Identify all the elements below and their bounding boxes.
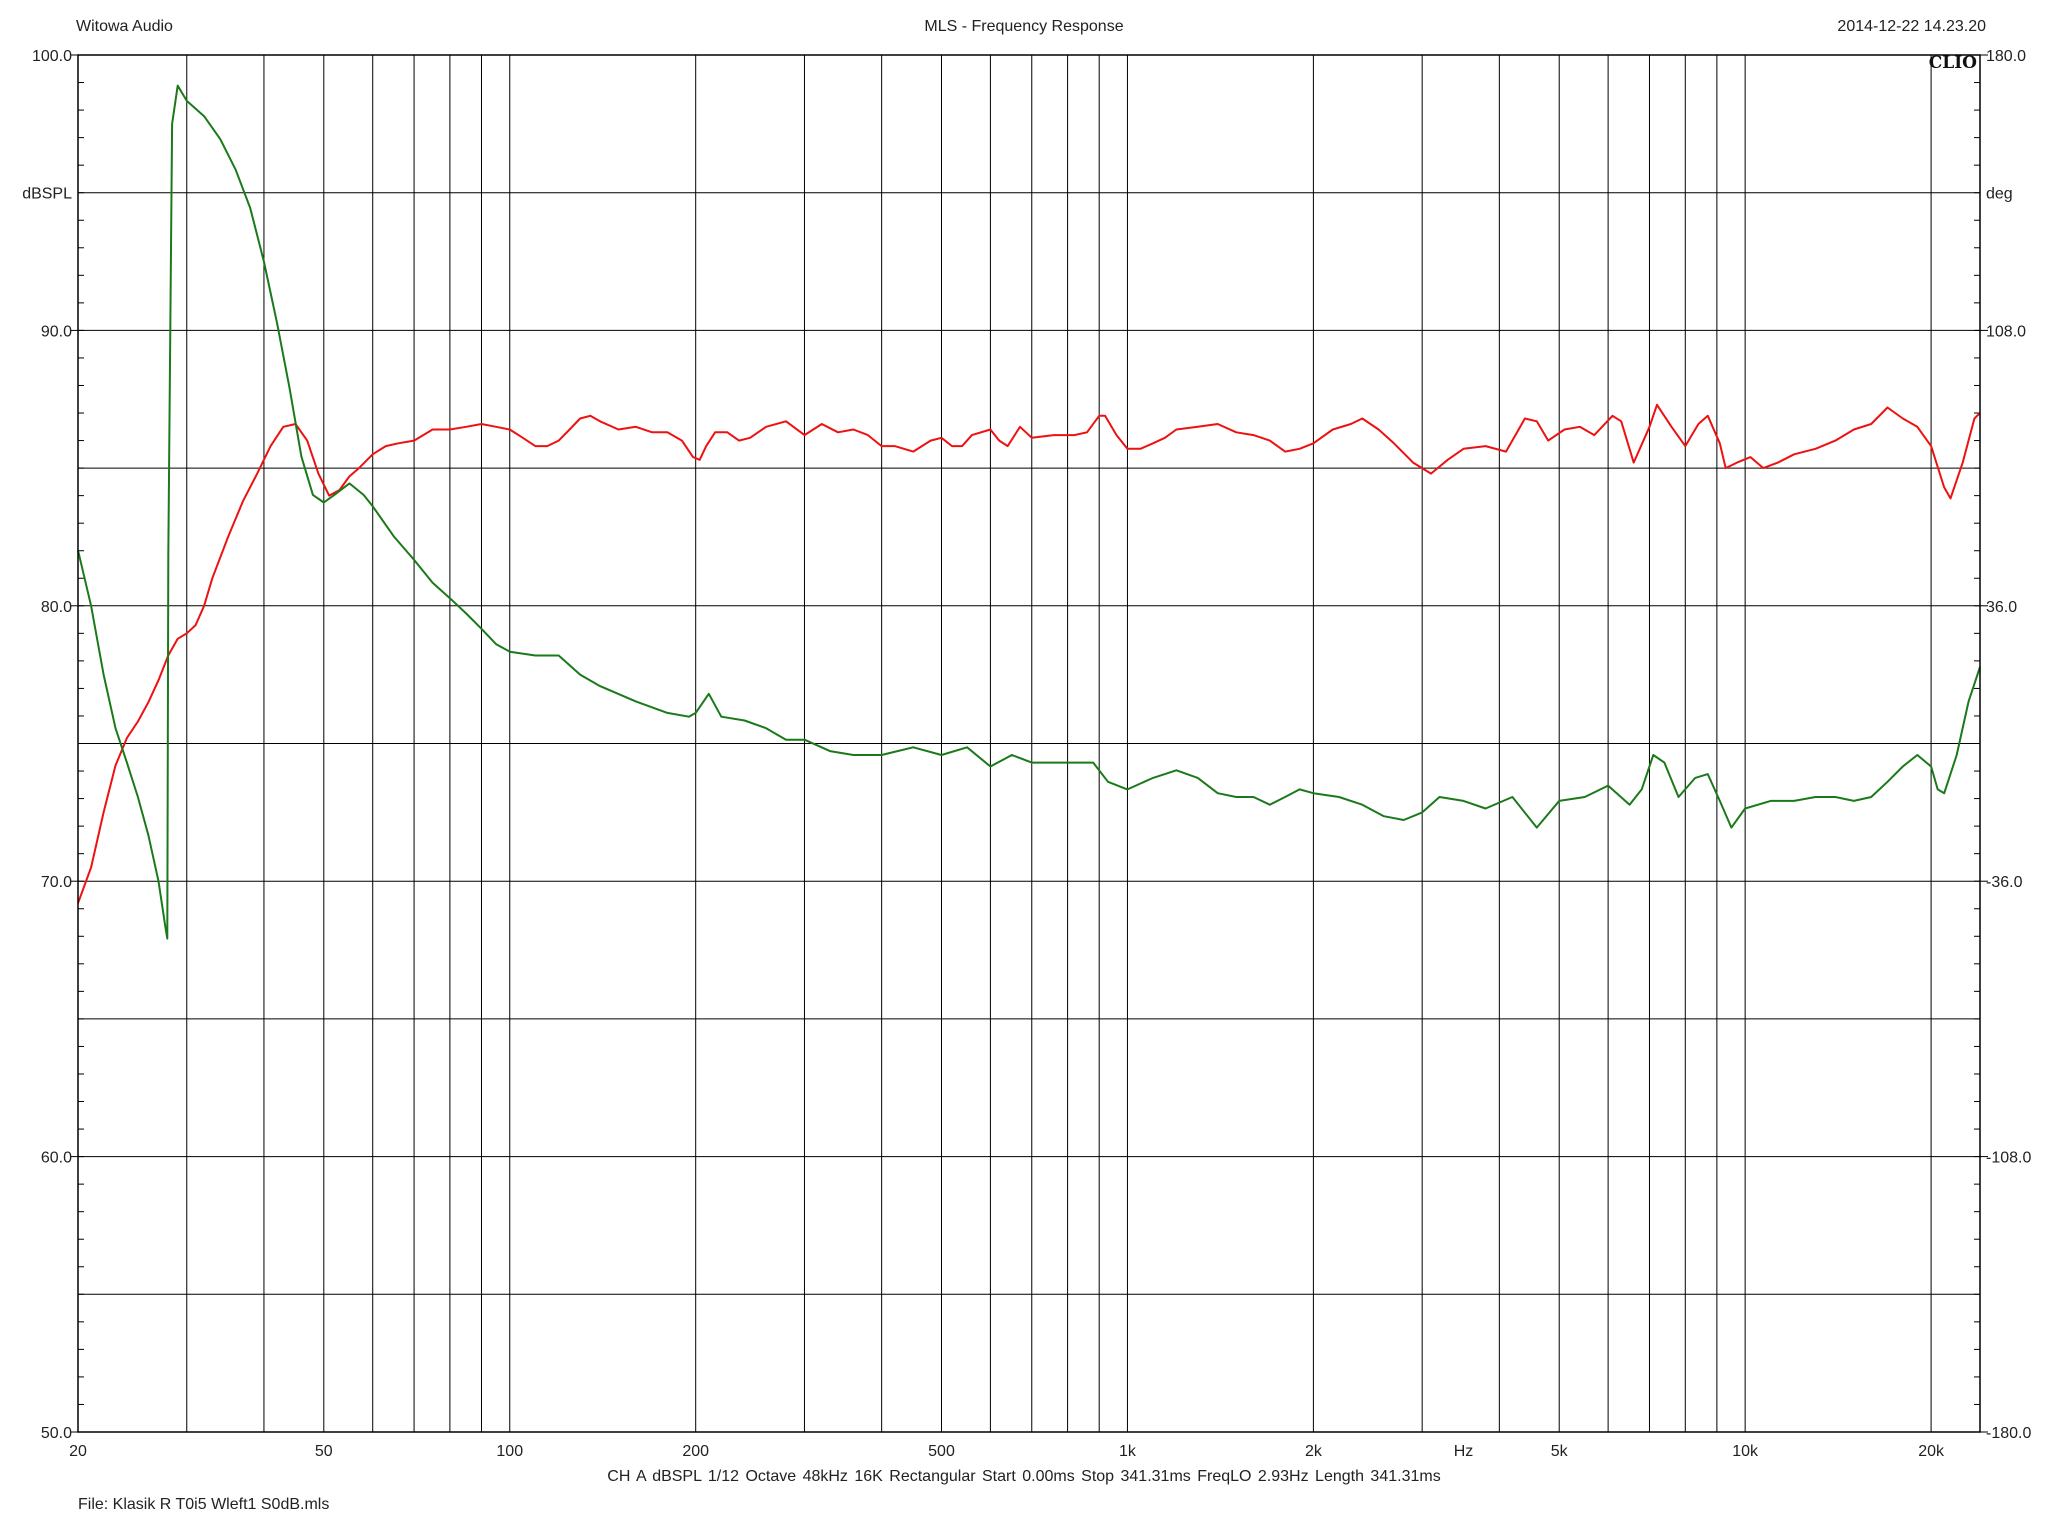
- measurement-parameters: CH A dBSPL 1/12 Octave 48kHz 16K Rectang…: [607, 1468, 1441, 1485]
- file-name: File: Klasik R T0i5 Wleft1 S0dB.mls: [78, 1496, 330, 1513]
- magnitude-series-line: [77, 403, 1981, 904]
- y2-tick-label: 36.0: [1986, 599, 2017, 616]
- y-tick-label: 90.0: [41, 323, 72, 340]
- y2-tick-label: -180.0: [1986, 1425, 2031, 1442]
- y2-axis-label: deg: [1986, 186, 2013, 203]
- grid: [77, 55, 1980, 1432]
- x-tick-label: 20: [69, 1443, 87, 1460]
- x-tick-label: 50: [315, 1443, 333, 1460]
- x-tick-label: 10k: [1732, 1443, 1759, 1460]
- company-label: Witowa Audio: [76, 18, 173, 35]
- y-tick-label: 50.0: [41, 1425, 72, 1442]
- y-tick-label: 70.0: [41, 874, 72, 891]
- x-tick-label: 20k: [1918, 1443, 1945, 1460]
- y2-tick-label: 108.0: [1986, 323, 2026, 340]
- timestamp: 2014-12-22 14.23.20: [1837, 18, 1986, 35]
- plot-frame: [77, 54, 1981, 1433]
- x-tick-label: 200: [682, 1443, 709, 1460]
- x-tick-label: 500: [928, 1443, 955, 1460]
- x-tick-label: 1k: [1119, 1443, 1137, 1460]
- y-tick-label: 100.0: [32, 48, 72, 65]
- y-axis-label: dBSPL: [22, 186, 72, 203]
- clio-logo: CLIO: [1929, 53, 1977, 73]
- axis-labels: 20 50 100 200 500 1k 2k Hz 5k 10k 20k 100.0 90.0 80.0…: [22, 48, 2031, 1460]
- y-tick-label: 80.0: [41, 599, 72, 616]
- y2-tick-label: -36.0: [1986, 874, 2023, 891]
- x-tick-label: 5k: [1551, 1443, 1569, 1460]
- series-layer: [77, 84, 1981, 940]
- phase-series-line: [77, 84, 1981, 940]
- y2-tick-label: -108.0: [1986, 1150, 2031, 1167]
- x-tick-label: 2k: [1305, 1443, 1323, 1460]
- y2-tick-label: 180.0: [1986, 48, 2026, 65]
- x-tick-label: Hz: [1454, 1443, 1474, 1460]
- x-tick-label: 100: [496, 1443, 523, 1460]
- y-tick-label: 60.0: [41, 1150, 72, 1167]
- chart-title: MLS - Frequency Response: [924, 18, 1124, 35]
